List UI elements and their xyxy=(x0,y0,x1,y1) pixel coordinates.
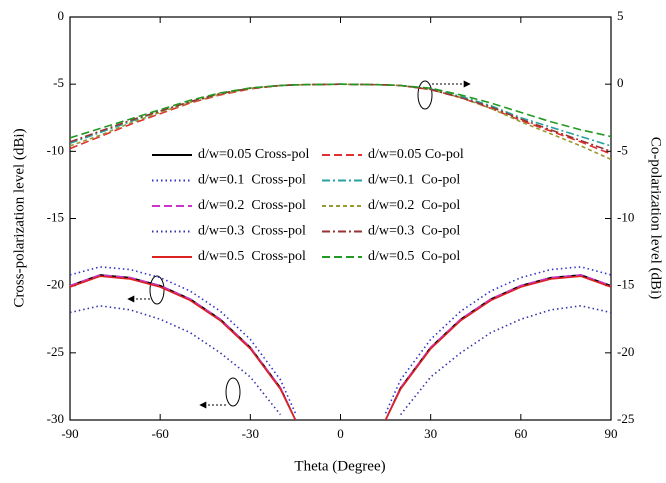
group-ellipse xyxy=(417,80,433,110)
x-tick-label: 0 xyxy=(337,426,344,441)
legend-label: d/w=0.5 Cross-pol xyxy=(198,249,306,264)
y-axis-title: Cross-polarization level (dBi) xyxy=(11,128,27,307)
y2-tick-label: -20 xyxy=(617,344,634,359)
legend-label: d/w=0.1 Cross-pol xyxy=(198,173,306,188)
group-ellipse xyxy=(225,377,241,407)
y2-tick-label: 0 xyxy=(617,75,624,90)
y2-axis-title: Co-polarization level (dBi) xyxy=(648,137,664,299)
legend-label: d/w=0.3 Cross-pol xyxy=(198,224,306,239)
y-tick-label: 0 xyxy=(58,8,65,23)
y-tick-label: -25 xyxy=(47,344,64,359)
y2-tick-label: -5 xyxy=(617,142,628,157)
legend-label: d/w=0.1 Co-pol xyxy=(368,173,460,188)
series-line xyxy=(70,83,611,161)
series-line xyxy=(70,305,611,416)
series-line xyxy=(70,266,611,414)
group-ellipse xyxy=(149,275,165,305)
plot-area xyxy=(70,83,611,420)
x-tick-label: -30 xyxy=(242,426,259,441)
x-tick-label: 30 xyxy=(424,426,437,441)
plot-frame xyxy=(69,16,612,421)
x-tick-label: -90 xyxy=(61,426,78,441)
y-tick-label: -20 xyxy=(47,277,64,292)
x-tick-label: 90 xyxy=(605,426,618,441)
y2-tick-label: -15 xyxy=(617,277,634,292)
legend-label: d/w=0.3 Co-pol xyxy=(368,224,460,239)
y2-tick-label: -25 xyxy=(617,411,634,426)
x-tick-label: -60 xyxy=(151,426,168,441)
legend-label: d/w=0.2 Co-pol xyxy=(368,198,460,213)
series-line xyxy=(70,274,611,420)
y-tick-label: -30 xyxy=(47,411,64,426)
legend-label: d/w=0.05 Co-pol xyxy=(368,147,464,162)
y-tick-label: -5 xyxy=(53,75,64,90)
legend-label: d/w=0.2 Cross-pol xyxy=(198,198,306,213)
annotations xyxy=(127,80,471,409)
y2-tick-label: 5 xyxy=(617,8,624,23)
x-axis-title: Theta (Degree) xyxy=(294,458,385,474)
legend-label: d/w=0.05 Cross-pol xyxy=(198,147,309,162)
x-tick-label: 60 xyxy=(514,426,527,441)
series-line xyxy=(70,83,611,139)
y2-tick-label: -10 xyxy=(617,209,634,224)
legend: d/w=0.05 Cross-pol d/w=0.1 Cross-pol d/w=0… xyxy=(152,147,464,264)
series-line xyxy=(70,275,611,420)
y-tick-label: -15 xyxy=(47,209,64,224)
legend-label: d/w=0.5 Co-pol xyxy=(368,249,460,264)
y-tick-label: -10 xyxy=(47,142,64,157)
series-line xyxy=(70,83,611,155)
